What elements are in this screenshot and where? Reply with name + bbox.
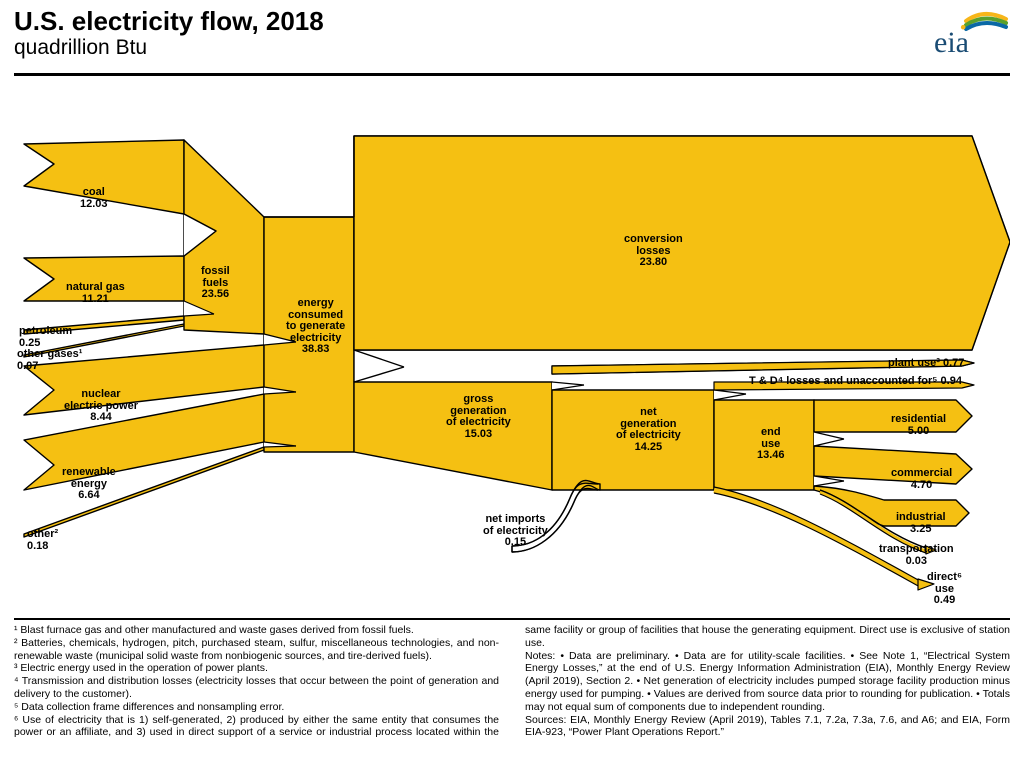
sankey-diagram: coal12.03natural gas11.21petroleum0.25ot… [14,82,1010,612]
footnotes: ¹ Blast furnace gas and other manufactur… [14,624,1010,739]
svg-text:eia: eia [934,26,969,58]
footnote-notes: Notes: • Data are preliminary. • Data ar… [525,650,1010,714]
page-subtitle: quadrillion Btu [14,37,324,59]
header-rule [14,73,1010,76]
page-title: U.S. electricity flow, 2018 [14,8,324,35]
footnote-2: ² Batteries, chemicals, hydrogen, pitch,… [14,637,499,663]
footnote-5: ⁵ Data collection frame differences and … [14,701,499,714]
footnote-sources: Sources: EIA, Monthly Energy Review (Apr… [525,714,1010,740]
eia-logo: eia [932,10,1010,63]
footnote-4: ⁴ Transmission and distribution losses (… [14,675,499,701]
footnote-3: ³ Electric energy used in the operation … [14,662,499,675]
title-block: U.S. electricity flow, 2018 quadrillion … [14,8,324,59]
footnote-1: ¹ Blast furnace gas and other manufactur… [14,624,499,637]
header: U.S. electricity flow, 2018 quadrillion … [14,8,1010,67]
footer-rule [14,618,1010,620]
